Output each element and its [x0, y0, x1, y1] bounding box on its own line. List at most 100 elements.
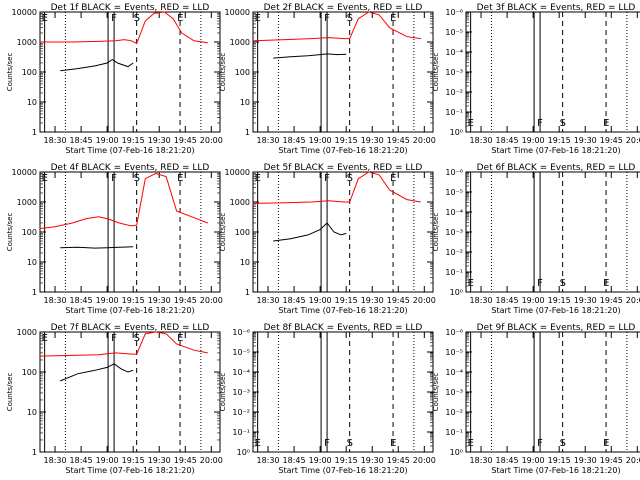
- plot-panel-det5: Det 5f BLACK = Events, RED = LLD 1 10 100 10…: [219, 163, 436, 315]
- y-tick-label: 10⁻¹: [445, 428, 463, 437]
- x-tick-label: 19:15: [335, 456, 358, 465]
- y-tick-label: 10⁻⁴: [445, 208, 463, 217]
- y-tick-label: 10⁰: [450, 128, 463, 137]
- y-tick-label: 10⁻¹: [232, 428, 250, 437]
- y-axis-label: Counts/sec: [432, 373, 440, 412]
- series-line-events: [273, 53, 347, 59]
- y-tick-label: 1000: [230, 38, 250, 47]
- x-tick-label: 19:00: [96, 296, 119, 305]
- x-tick-label: 19:00: [309, 136, 332, 145]
- y-tick-label: 10⁻¹: [445, 108, 463, 117]
- x-tick-label: 19:00: [96, 136, 119, 145]
- x-tick-label: 20:00: [626, 456, 640, 465]
- y-tick-label: 10⁰: [450, 288, 463, 297]
- x-tick-label: 19:45: [600, 296, 623, 305]
- x-tick-label: 20:00: [200, 456, 223, 465]
- event-marker-label: S: [134, 333, 140, 344]
- x-tick-label: 18:30: [44, 456, 67, 465]
- event-marker-label: F: [537, 438, 543, 449]
- event-marker-label: E: [177, 173, 183, 184]
- x-tick-label: 19:45: [174, 296, 197, 305]
- y-tick-label: 10: [27, 258, 37, 267]
- y-tick-label: 10000: [225, 8, 250, 17]
- event-marker-label: E: [468, 438, 474, 449]
- x-tick-label: 19:30: [361, 456, 384, 465]
- plot-panel-det7: Det 7f BLACK = Events, RED = LLD 1 10 100 10…: [6, 323, 223, 475]
- y-tick-label: 1: [32, 128, 37, 137]
- plot-panel-det3: Det 3f BLACK = Events, RED = LLD 10⁰ 10⁻¹ 1…: [432, 3, 640, 155]
- plot-frame: [39, 331, 221, 453]
- event-marker-label: F: [111, 173, 117, 184]
- y-tick-label: 10⁻⁴: [445, 48, 463, 57]
- x-tick-label: 19:30: [574, 296, 597, 305]
- event-marker-label: E: [177, 13, 183, 24]
- y-axis-label: Counts/sec: [6, 213, 14, 252]
- event-marker-label: E: [390, 438, 396, 449]
- y-tick-label: 100: [22, 68, 37, 77]
- y-tick-label: 10⁰: [237, 448, 250, 457]
- event-marker-label: E: [42, 333, 48, 344]
- y-tick-label: 10: [240, 98, 250, 107]
- plot-frame: [252, 11, 434, 133]
- event-marker-label: S: [347, 173, 353, 184]
- x-tick-label: 19:45: [600, 456, 623, 465]
- x-tick-label: 19:30: [148, 296, 171, 305]
- event-marker-label: F: [324, 438, 330, 449]
- y-axis-label: Counts/sec: [219, 53, 227, 92]
- event-marker-label: S: [347, 438, 353, 449]
- y-tick-label: 1: [32, 448, 37, 457]
- event-marker-label: S: [134, 13, 140, 24]
- y-axis-label: Counts/sec: [432, 53, 440, 92]
- x-tick-label: 19:15: [122, 456, 145, 465]
- plot-frame: [465, 331, 640, 453]
- y-tick-label: 1: [245, 288, 250, 297]
- x-tick-label: 19:00: [522, 456, 545, 465]
- x-tick-label: 18:30: [44, 136, 67, 145]
- y-tick-label: 10⁻⁴: [232, 368, 250, 377]
- plot-title: Det 5f BLACK = Events, RED = LLD: [264, 163, 423, 173]
- y-tick-label: 100: [235, 68, 250, 77]
- y-tick-label: 1: [32, 288, 37, 297]
- x-tick-label: 19:15: [122, 296, 145, 305]
- x-tick-label: 18:45: [70, 456, 93, 465]
- series-line-lld: [252, 171, 421, 204]
- event-marker-label: F: [324, 13, 330, 24]
- x-axis-label: Start Time (07-Feb-16 18:21:20): [65, 466, 194, 475]
- event-marker-label: F: [111, 333, 117, 344]
- y-tick-label: 1000: [17, 198, 37, 207]
- x-tick-label: 19:30: [574, 456, 597, 465]
- y-tick-label: 10⁻³: [445, 228, 463, 237]
- x-tick-label: 20:00: [200, 296, 223, 305]
- x-tick-label: 18:45: [283, 296, 306, 305]
- x-tick-label: 18:30: [470, 296, 493, 305]
- x-tick-label: 19:30: [574, 136, 597, 145]
- plot-title: Det 3f BLACK = Events, RED = LLD: [477, 3, 636, 13]
- y-tick-label: 10⁻⁶: [445, 8, 463, 17]
- event-marker-label: S: [134, 173, 140, 184]
- x-tick-label: 18:30: [44, 296, 67, 305]
- y-tick-label: 100: [22, 368, 37, 377]
- x-axis-label: Start Time (07-Feb-16 18:21:20): [278, 306, 407, 315]
- x-tick-label: 19:00: [309, 296, 332, 305]
- x-tick-label: 18:30: [470, 136, 493, 145]
- plot-frame: [465, 171, 640, 293]
- event-marker-label: E: [603, 438, 609, 449]
- plot-panel-det1: Det 1f BLACK = Events, RED = LLD 1 10 100 10…: [6, 3, 223, 155]
- event-marker-label: E: [42, 173, 48, 184]
- y-tick-label: 10⁻⁶: [445, 168, 463, 177]
- event-marker-label: E: [255, 173, 261, 184]
- series-line-events: [60, 363, 134, 382]
- x-tick-label: 19:30: [148, 456, 171, 465]
- x-tick-label: 19:45: [174, 456, 197, 465]
- series-line-lld: [252, 11, 421, 42]
- y-tick-label: 10⁻²: [445, 248, 463, 257]
- event-marker-label: E: [468, 278, 474, 289]
- x-tick-label: 19:15: [548, 136, 571, 145]
- event-marker-label: E: [42, 13, 48, 24]
- event-marker-label: F: [324, 173, 330, 184]
- x-tick-label: 19:15: [335, 296, 358, 305]
- x-tick-label: 19:45: [387, 296, 410, 305]
- event-marker-label: E: [603, 118, 609, 129]
- y-tick-label: 10⁻⁵: [445, 348, 463, 357]
